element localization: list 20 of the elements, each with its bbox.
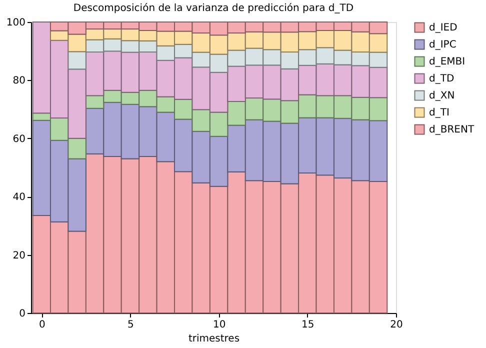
legend-label: d_IPC	[429, 40, 456, 50]
legend-label: d_TI	[429, 108, 450, 118]
legend-label: d_IED	[429, 22, 458, 34]
legend-label: d_XN	[429, 90, 455, 102]
chart-title: Descomposición de la varianza de predicción para d_TD	[73, 3, 354, 14]
y-tick-label: 0	[19, 308, 26, 320]
x-tick-label: 5	[128, 320, 134, 330]
y-tick-label: 20	[12, 250, 26, 262]
x-axis-title: trimestres	[188, 334, 240, 344]
y-tick-label: 40	[12, 192, 26, 204]
legend-label: d_BRENT	[429, 124, 475, 136]
y-tick-label: 80	[12, 76, 26, 87]
y-tick-label: 100	[6, 18, 26, 28]
x-tick-label: 0	[38, 320, 46, 330]
y-tick-label: 60	[12, 134, 26, 145]
legend-label: d_TD	[429, 74, 454, 84]
x-tick-label: 15	[302, 320, 314, 330]
x-tick-label: 20	[390, 320, 403, 330]
legend-label: d_EMBI	[429, 56, 466, 68]
x-tick-label: 10	[212, 320, 226, 330]
